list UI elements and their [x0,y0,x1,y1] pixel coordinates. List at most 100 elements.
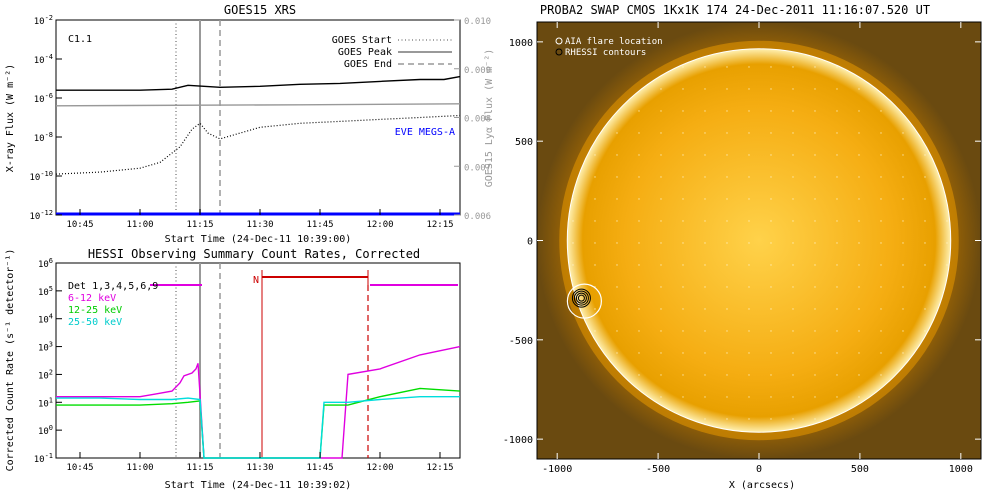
hessi-x-label: Start Time (24-Dec-11 10:39:02) [165,480,352,491]
hessi-xtick-label: 11:45 [306,463,333,473]
goes-y2tick-label: 0.008 [464,115,491,125]
swap-xtick-label: 0 [756,464,762,475]
rhessi-contour-2 [575,292,587,304]
hessi-series-2 [56,396,460,459]
hessi-ytick-label: 100 [38,424,53,437]
swap-y-ticks: -1000 -500 0 500 1000 [503,38,981,446]
flare-marks [566,283,603,319]
legend-hessi-detectors: Det 1,3,4,5,6,9 [68,281,158,292]
rhessi-contour-1 [573,290,589,306]
goes-y-label: X-ray Flux (W m⁻²) [5,64,16,172]
goes-frame [55,19,461,216]
goes-y2tick-label: 0.009 [464,66,491,76]
swap-ytick-label: 0 [527,237,533,248]
goes-xtick-label: 11:00 [126,220,153,230]
rhessi-contour-3 [577,294,585,302]
goes-x-ticks: 10:45 11:00 11:15 11:30 11:45 12:00 12:15 [66,209,454,230]
heliographic-grid [567,48,951,433]
goes-flare-class: C1.1 [68,34,92,45]
hessi-ytick-label: 103 [38,341,53,354]
goes-x-label: Start Time (24-Dec-11 10:39:00) [165,234,352,245]
hessi-series-group [56,345,461,459]
hessi-panel: HESSI Observing Summary Count Rates, Cor… [5,247,461,491]
legend-hessi-12-25: 12-25 keV [68,305,122,316]
swap-xtick-label: -500 [646,464,670,475]
legend-aia-flare: AIA flare location [565,37,663,47]
goes-ytick-label: 10-6 [34,92,53,105]
legend-goes-peak: GOES Peak [338,47,392,58]
goes-legend: GOES Start GOES Peak GOES End [332,35,452,70]
hessi-night-markers: N [253,270,369,458]
legend-hessi-25-50: 25-50 keV [68,317,122,328]
goes-xtick-label: 12:00 [366,220,393,230]
hessi-xtick-label: 10:45 [66,463,93,473]
goes-y2tick-label: 0.007 [464,163,491,173]
legend-rhessi-icon [555,48,563,56]
swap-x-label: X (arcsecs) [729,480,795,491]
goes-y2tick-label: 0.006 [464,212,491,222]
goes-ytick-label: 10-12 [30,209,54,222]
rhessi-contour-0 [571,288,591,308]
legend-goes-start: GOES Start [332,35,392,46]
swap-title: PROBA2 SWAP CMOS 1Kx1K 174 24-Dec-2011 1… [540,3,930,17]
goes-xtick-label: 11:45 [306,220,333,230]
goes-series-group [55,75,461,216]
legend-goes-end: GOES End [344,59,392,70]
goes-xtick-label: 12:15 [426,220,453,230]
goes-xtick-label: 11:15 [186,220,213,230]
swap-x-ticks: -1000 -500 0 500 1000 [542,22,973,475]
goes-series-2 [55,114,461,175]
hessi-title: HESSI Observing Summary Count Rates, Cor… [88,247,420,261]
hessi-ytick-label: 105 [38,285,53,298]
legend-hessi-6-12: 6-12 keV [68,293,116,304]
hessi-y-ticks: 10-1 100 101 102 103 104 105 106 [34,257,62,465]
goes-series-1 [55,103,461,107]
swap-legend: AIA flare location RHESSI contours [555,37,663,58]
hessi-ytick-label: 104 [38,313,53,326]
hessi-xtick-label: 12:15 [426,463,453,473]
legend-aia-flare-icon [555,37,563,45]
goes-y-ticks: 10-12 10-10 10-8 10-6 10-4 10-2 [30,14,62,222]
hessi-frame [55,262,461,459]
swap-panel: PROBA2 SWAP CMOS 1Kx1K 174 24-Dec-2011 1… [503,3,982,491]
hessi-x-ticks: 10:45 11:00 11:15 11:30 11:45 12:00 12:15 [66,452,454,473]
goes-ytick-label: 10-2 [34,14,53,27]
hessi-ytick-label: 106 [38,257,53,270]
aia-flare-location-circle [566,283,603,319]
hessi-ytick-label: 102 [38,368,53,381]
swap-ytick-label: 1000 [509,38,533,49]
goes-y2-label: GOES15 Lyα Flux (W m⁻²) [484,49,495,187]
goes-panel: GOES15 XRS 10-12 10-10 10-8 10-6 10-4 10-2 0.… [5,3,495,245]
goes-eve-annotation: EVE MEGS-A [395,127,455,138]
hessi-legend: Det 1,3,4,5,6,9 6-12 keV 12-25 keV 25-50… [68,281,158,328]
swap-xtick-label: -1000 [542,464,572,475]
goes-ytick-label: 10-10 [30,170,54,183]
hessi-ytick-label: 101 [38,396,53,409]
hessi-plot: N 10-1 100 101 102 103 104 105 106 10:45 11:00 11… [34,257,461,473]
goes-ytick-label: 10-4 [34,53,53,66]
sun-limb-outline [566,48,952,433]
hessi-xtick-label: 11:00 [126,463,153,473]
goes-title: GOES15 XRS [224,3,296,17]
hessi-y-label: Corrected Count Rate (s⁻¹ detector⁻¹) [5,249,16,472]
hessi-night-label: N [253,275,259,286]
swap-xtick-label: 1000 [949,464,973,475]
goes-xtick-label: 10:45 [66,220,93,230]
goes-series-0 [56,75,461,91]
hessi-xtick-label: 11:15 [186,463,213,473]
goes-xtick-label: 11:30 [246,220,273,230]
hessi-xtick-label: 11:30 [246,463,273,473]
swap-ytick-label: 500 [515,137,533,148]
goes-y2tick-label: 0.010 [464,17,491,27]
goes-ytick-label: 10-8 [34,131,53,144]
hessi-series-0 [56,345,461,459]
hessi-xtick-label: 12:00 [366,463,393,473]
hessi-ytick-label: 10-1 [34,452,53,465]
legend-rhessi: RHESSI contours [565,48,646,58]
swap-ytick-label: -1000 [503,435,533,446]
swap-ytick-label: -500 [509,336,533,347]
swap-xtick-label: 500 [851,464,869,475]
goes-y2-ticks: 0.006 0.007 0.008 0.009 0.010 [454,17,491,222]
